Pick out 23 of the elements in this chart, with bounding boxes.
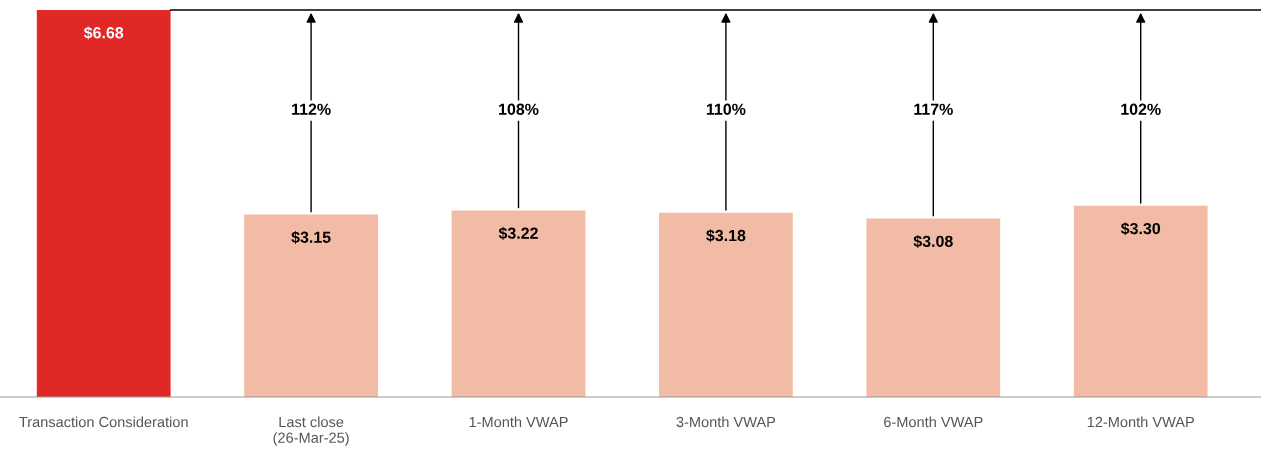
data-label: $3.18 bbox=[706, 229, 746, 243]
x-tick-label: 12-Month VWAP bbox=[1087, 416, 1194, 428]
annotation: 117% bbox=[914, 103, 953, 115]
annotation: 112% bbox=[292, 103, 331, 115]
data-label: $3.08 bbox=[913, 234, 953, 248]
data-label: $3.15 bbox=[291, 230, 331, 244]
bar bbox=[1073, 205, 1208, 397]
bar bbox=[451, 210, 586, 397]
annotation: 108% bbox=[499, 103, 539, 115]
x-tick-label: 1-Month VWAP bbox=[469, 416, 568, 428]
annotation: 102% bbox=[1121, 103, 1161, 115]
x-tick-label: 3-Month VWAP bbox=[676, 416, 776, 428]
x-tick-label: Last close (26-Mar-25) bbox=[273, 416, 349, 446]
data-label: $3.22 bbox=[498, 226, 538, 240]
bar bbox=[244, 214, 378, 397]
x-tick-label: 6-Month VWAP bbox=[884, 416, 983, 428]
data-label: $3.30 bbox=[1120, 222, 1161, 236]
data-label: $6.68 bbox=[83, 26, 124, 40]
bar bbox=[659, 212, 793, 397]
annotation: 110% bbox=[706, 103, 746, 115]
bar bbox=[36, 10, 171, 397]
bar bbox=[866, 218, 1001, 397]
x-tick-label: Transaction Consideration bbox=[19, 416, 188, 428]
